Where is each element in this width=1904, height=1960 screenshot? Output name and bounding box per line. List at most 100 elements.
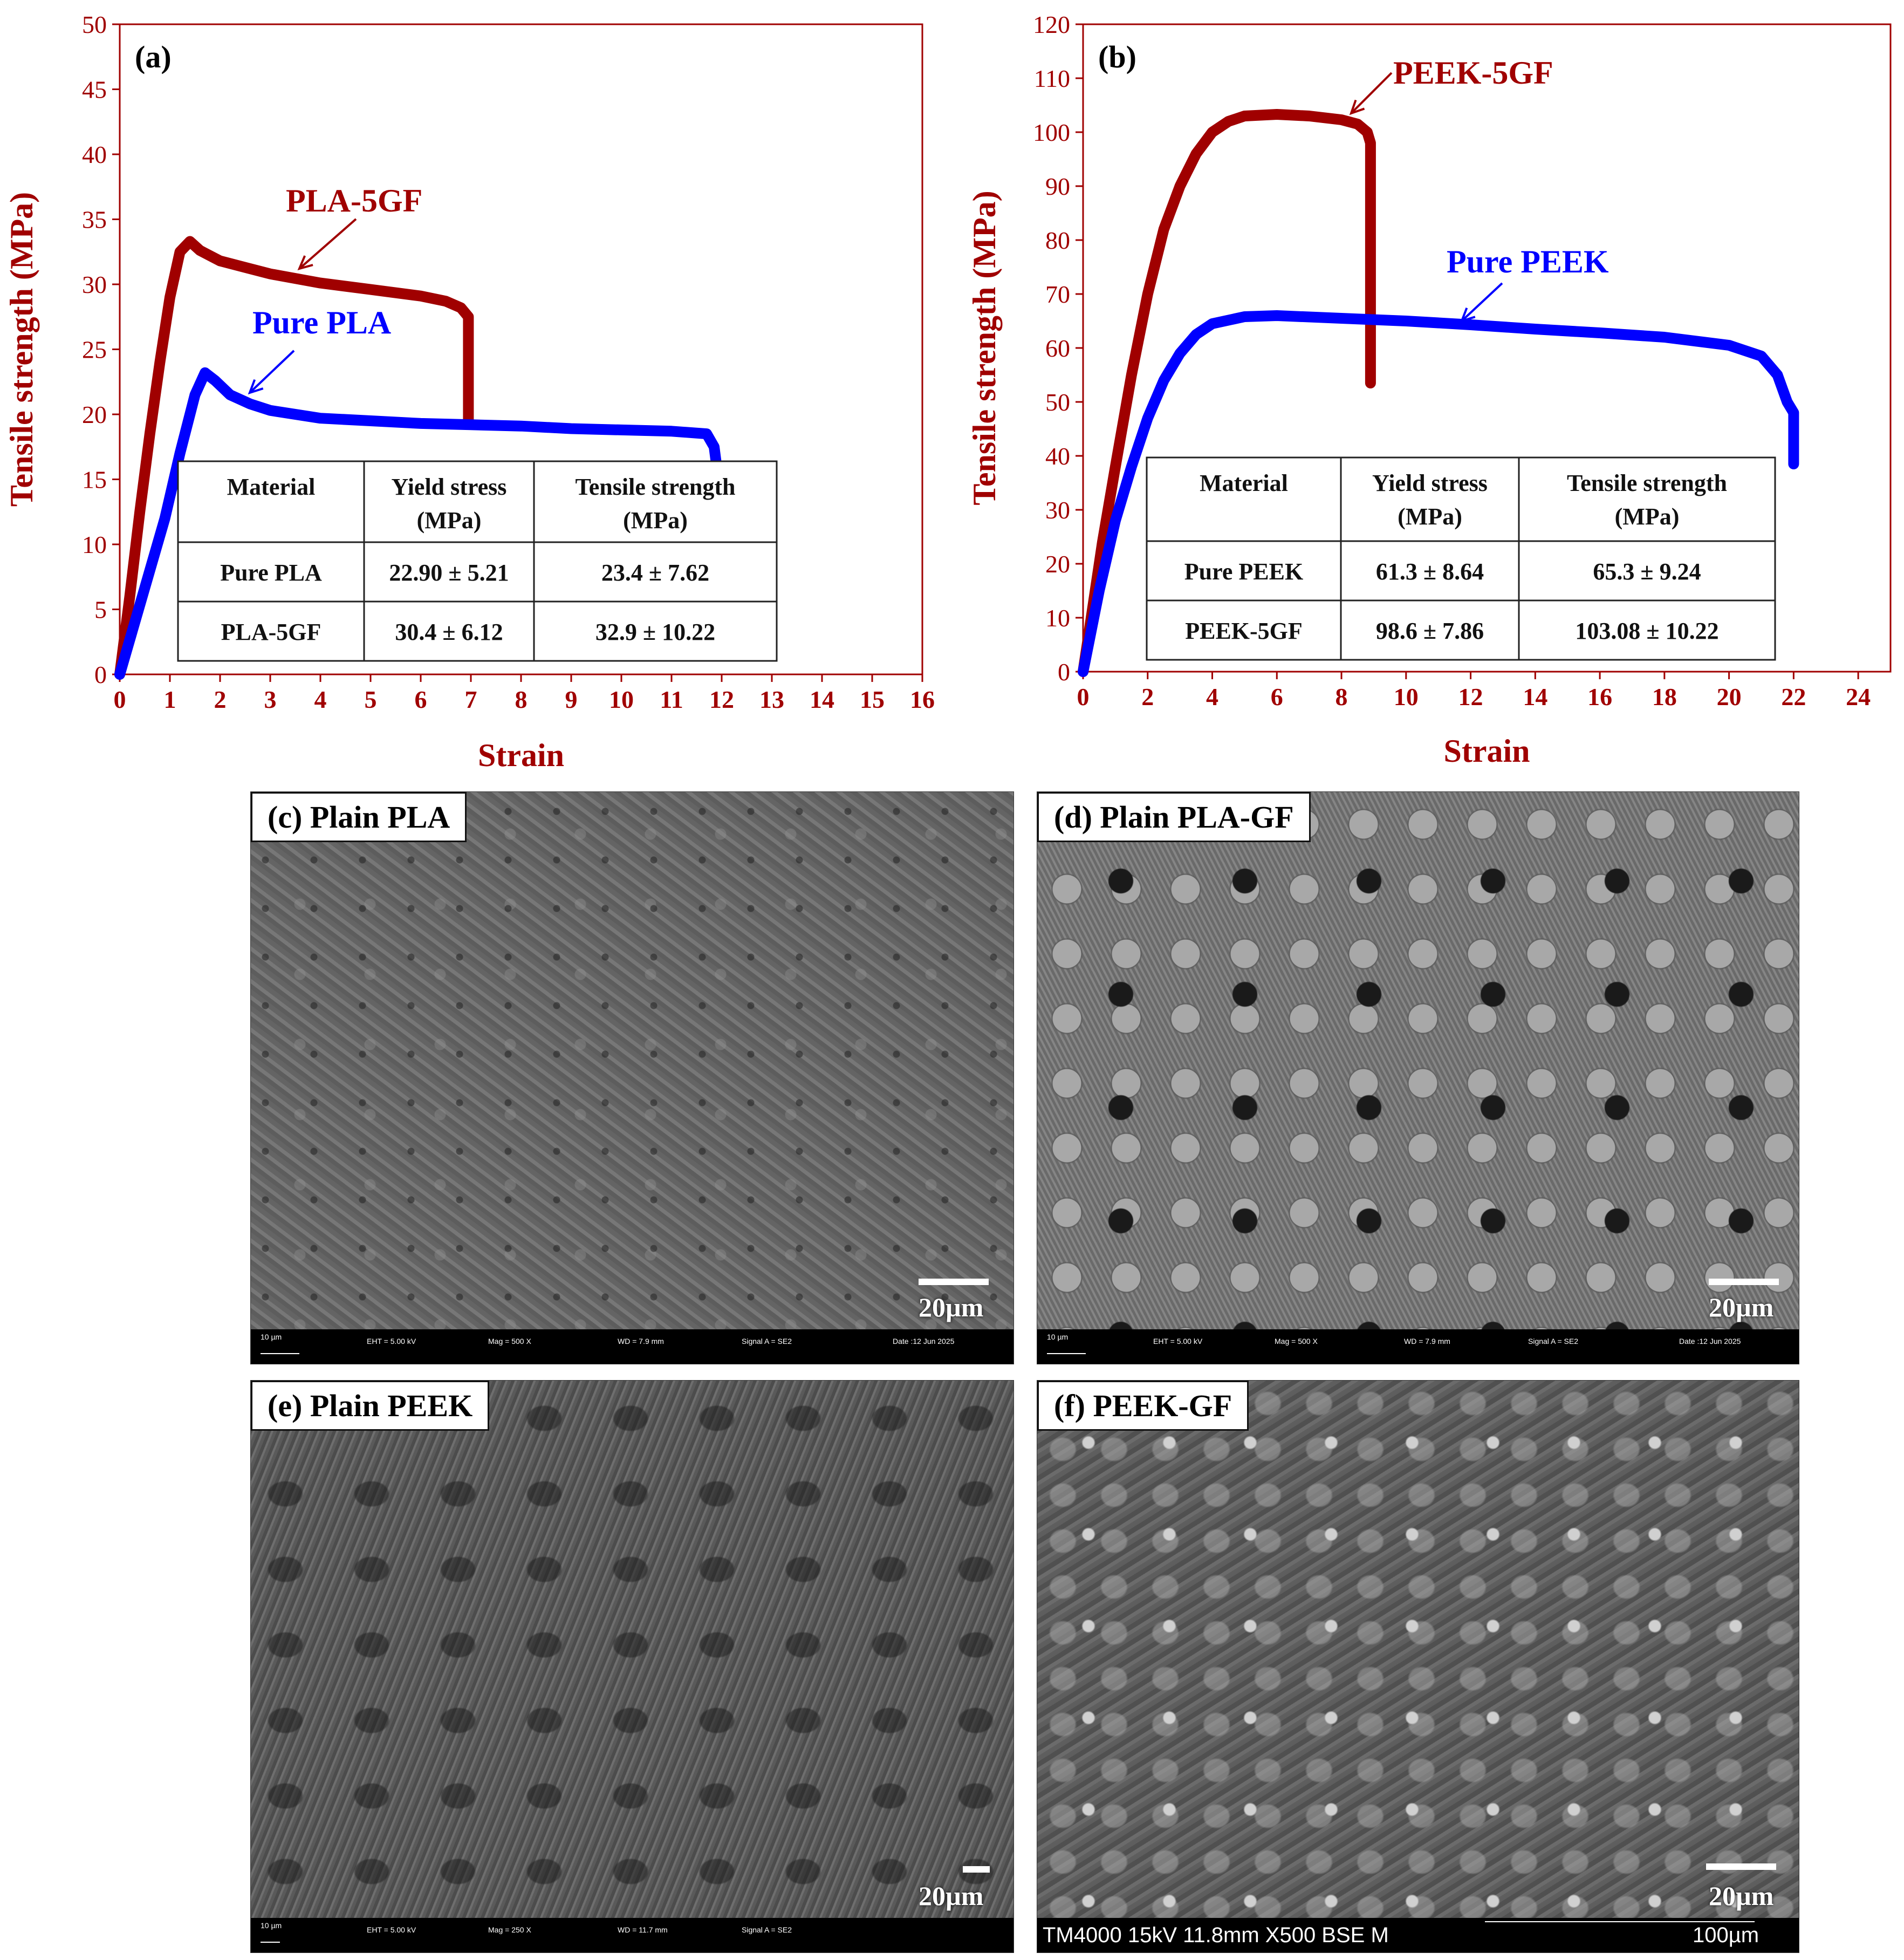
table-header: Tensile strength — [575, 474, 735, 500]
x-tick-label: 4 — [1206, 683, 1218, 711]
y-tick-label: 10 — [1045, 604, 1070, 632]
x-tick-label: 12 — [709, 686, 734, 713]
annotation-arrowhead — [248, 379, 264, 395]
data-table: Material Yield stress (MPa) Tensile strengt… — [177, 460, 778, 662]
x-axis-label: Strain — [478, 737, 564, 773]
x-tick-label: 18 — [1652, 683, 1677, 711]
y-tick-label: 35 — [82, 206, 107, 234]
table-header: (MPa) — [623, 507, 688, 534]
table-cell: 30.4 ± 6.12 — [395, 619, 503, 645]
y-tick-label: 5 — [94, 596, 107, 624]
panel-label-e: (e) Plain PEEK — [251, 1381, 490, 1431]
y-tick-label: 90 — [1045, 173, 1070, 200]
table-cell: 61.3 ± 8.64 — [1376, 558, 1484, 585]
table-cell: PEEK-5GF — [1185, 618, 1303, 644]
x-tick-label: 4 — [314, 686, 327, 713]
sem-panel-c: 20µm 10 µm EHT = 5.00 kV Mag = 500 X WD … — [250, 791, 1014, 1364]
scale-bar-label: 20µm — [919, 1292, 984, 1322]
y-tick-label: 80 — [1045, 227, 1070, 254]
panel-label-c: (c) Plain PLA — [251, 792, 467, 842]
table-header: Yield stress — [1372, 470, 1488, 496]
annotation-label: PEEK-5GF — [1393, 55, 1553, 91]
x-tick-label: 2 — [214, 686, 227, 713]
sem-panel-f: 20µm TM4000 15kV 11.8mm X500 BSE M 100µm… — [1037, 1380, 1799, 1953]
sem-image-peek-gf — [1037, 1381, 1799, 1918]
y-tick-label: 20 — [82, 401, 107, 428]
table-frame — [1146, 456, 1776, 661]
x-tick-label: 3 — [264, 686, 277, 713]
x-tick-label: 24 — [1846, 683, 1871, 711]
info-eht: EHT = 5.00 kV — [1153, 1337, 1203, 1346]
table-header: (MPa) — [1398, 503, 1462, 530]
table-cell: PLA-5GF — [221, 619, 321, 645]
x-tick-label: 7 — [465, 686, 477, 713]
info-eht: EHT = 5.00 kV — [367, 1925, 416, 1934]
y-tick-label: 45 — [82, 76, 107, 104]
table-cell: Pure PLA — [220, 559, 322, 586]
sem-image-plain-pla — [251, 792, 1013, 1329]
y-tick-label: 100 — [1033, 119, 1070, 146]
x-tick-label: 6 — [415, 686, 427, 713]
x-tick-label: 14 — [810, 686, 834, 713]
table-frame — [177, 460, 778, 662]
info-scale-ruler — [1485, 1921, 1755, 1922]
sem-panel-e: 20µm 10 µm EHT = 5.00 kV Mag = 250 X WD … — [250, 1380, 1014, 1953]
annotation-label: Pure PLA — [252, 305, 391, 340]
x-tick-label: 2 — [1141, 683, 1154, 711]
info-scale: 10 µm — [261, 1333, 282, 1341]
y-axis-label: Tensile strength (MPa) — [4, 192, 39, 507]
x-tick-label: 10 — [609, 686, 634, 713]
y-tick-label: 15 — [82, 466, 107, 494]
scale-bar — [1706, 1863, 1776, 1870]
scale-bar-label: 20µm — [1709, 1881, 1774, 1911]
chart-b: 0 2 4 6 8 10 12 14 16 18 20 22 240102030405060708090… — [967, 11, 1892, 769]
x-tick-label: 10 — [1394, 683, 1419, 711]
info-mag: Mag = 500 X — [488, 1337, 531, 1346]
y-tick-label: 40 — [82, 141, 107, 168]
table-header: (MPa) — [1615, 503, 1680, 530]
info-scale-ruler — [1047, 1353, 1086, 1354]
annotation-arrow — [1461, 282, 1503, 322]
table-cell: 22.90 ± 5.21 — [389, 559, 509, 586]
annotation-label: Pure PEEK — [1447, 244, 1609, 279]
x-tick-label: 8 — [515, 686, 528, 713]
chart-a: 0 1 2 3 4 5 6 7 8 9 10 11 12 13 14 15 160510152025303540… — [4, 11, 935, 773]
data-table: Material Yield stress (MPa) Tensile strengt… — [1146, 456, 1776, 661]
table-cell: 65.3 ± 9.24 — [1593, 558, 1701, 585]
y-tick-label: 120 — [1033, 11, 1070, 38]
info-wd: WD = 11.7 mm — [618, 1925, 668, 1934]
x-tick-label: 13 — [759, 686, 784, 713]
info-scale: 100µm — [1693, 1923, 1759, 1947]
panel-label-f: (f) PEEK-GF — [1037, 1381, 1249, 1431]
table-cell: 98.6 ± 7.86 — [1376, 618, 1484, 644]
scale-bar-label: 20µm — [919, 1881, 984, 1911]
table-header: Material — [227, 474, 316, 500]
table-cell: 32.9 ± 10.22 — [595, 619, 715, 645]
panel-label-d: (d) Plain PLA-GF — [1037, 792, 1311, 842]
panel-label: (b) — [1098, 39, 1136, 74]
info-caption: TM4000 15kV 11.8mm X500 BSE M — [1043, 1923, 1389, 1947]
annotation-arrowhead — [1349, 99, 1365, 115]
y-tick-label: 30 — [82, 271, 107, 298]
x-tick-label: 16 — [1587, 683, 1612, 711]
table-cell: 103.08 ± 10.22 — [1575, 618, 1718, 644]
annotation-arrow — [1350, 72, 1393, 114]
series-end-point — [1365, 378, 1375, 388]
y-tick-label: 60 — [1045, 334, 1070, 362]
info-mag: Mag = 250 X — [488, 1925, 531, 1934]
scale-bar — [1709, 1279, 1779, 1285]
info-signal: Signal A = SE2 — [742, 1925, 792, 1934]
info-scale: 10 µm — [1047, 1333, 1069, 1341]
info-wd: WD = 7.9 mm — [1404, 1337, 1450, 1346]
y-tick-label: 110 — [1034, 65, 1070, 92]
x-tick-label: 6 — [1271, 683, 1283, 711]
series-line — [114, 236, 474, 680]
info-scale-ruler — [261, 1353, 299, 1354]
x-tick-label: 9 — [565, 686, 578, 713]
annotation-arrowhead — [1460, 308, 1476, 323]
y-tick-label: 25 — [82, 336, 107, 364]
sem-info-bar: TM4000 15kV 11.8mm X500 BSE M 100µm — [1037, 1918, 1799, 1952]
info-signal: Signal A = SE2 — [1528, 1337, 1579, 1346]
info-scale: 10 µm — [261, 1921, 282, 1930]
y-axis-label: Tensile strength (MPa) — [967, 190, 1002, 505]
